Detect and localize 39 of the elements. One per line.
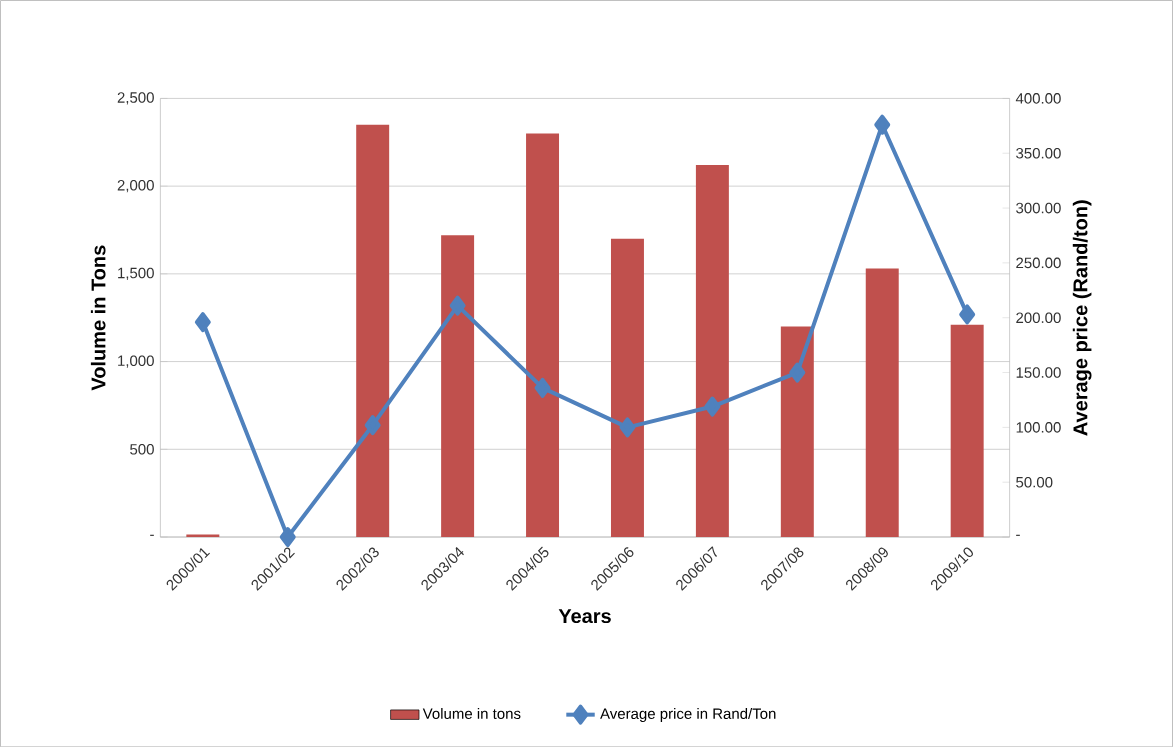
bar [865,268,899,537]
point [959,304,976,325]
legend-label: Volume in tons [422,707,521,719]
y-tick-label: 1,000 [118,355,154,368]
y-tick-label: 500 [130,443,154,455]
point [194,311,211,332]
y2-tick-label: 300.00 [1016,202,1061,214]
y2-axis-title: Average price (Rand/ton) [1072,200,1092,436]
y2-tick-label: 250.00 [1016,257,1061,269]
bar [356,124,390,537]
point [364,415,381,435]
y-tick-label: 2,500 [117,92,154,105]
y2-tick-label: 150.00 [1016,367,1061,378]
point [279,526,296,547]
point [789,362,806,383]
legend-label: Average price in Rand/Ton [600,707,776,722]
point [704,396,721,417]
bar [610,238,644,537]
y-tick-label: 1,500 [118,267,154,280]
y2-tick-label: - [1016,534,1020,536]
y2-tick-label: 50.00 [1016,476,1053,488]
y2-tick-label: 100.00 [1016,421,1061,433]
bar [780,326,814,537]
x-axis-title: Years [558,609,611,623]
bar [441,235,475,537]
y-tick-label: - [150,534,154,536]
bar [186,534,220,537]
bar [695,164,729,537]
bar [526,133,560,537]
point [534,377,551,398]
point [874,114,891,135]
y-axis-title: Volume in Tons [90,245,106,391]
y2-tick-label: 200.00 [1016,312,1061,323]
point [449,295,466,316]
y-tick-label: 2,000 [117,179,154,193]
y2-tick-label: 400.00 [1015,92,1061,104]
bar [950,324,984,537]
y2-tick-label: 350.00 [1016,147,1061,159]
point [619,417,636,438]
